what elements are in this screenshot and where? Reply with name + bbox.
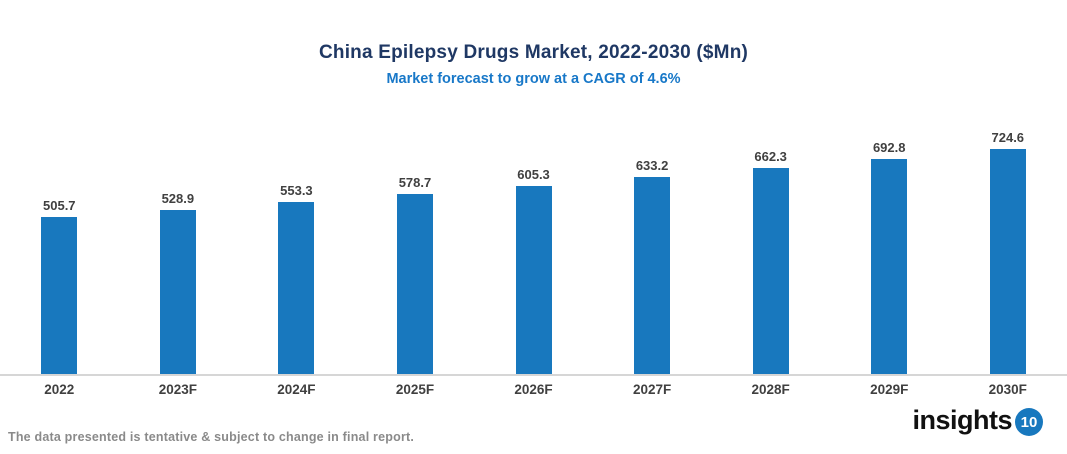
x-axis-label: 2022 — [44, 382, 75, 397]
x-axis-labels-row: 2022 2023F 2024F 2025F 2026F 2027F 2028F 2029F 2… — [0, 376, 1067, 397]
bar-value-label: 724.6 — [991, 130, 1025, 145]
bar-group: 605.3 — [474, 167, 593, 374]
chart-subtitle: Market forecast to grow at a CAGR of 4.6… — [386, 71, 681, 87]
x-axis-label: 2027F — [632, 382, 672, 397]
bar — [752, 168, 789, 374]
bar — [634, 177, 671, 374]
bar-group: 528.9 — [119, 191, 238, 374]
bar-group: 633.2 — [593, 158, 712, 374]
x-axis-label: 2024F — [277, 382, 316, 397]
bar — [989, 149, 1026, 374]
logo-text: insights — [912, 404, 1012, 435]
x-axis-label: 2029F — [870, 382, 909, 397]
bar — [41, 217, 78, 374]
bar-group: 505.7 — [0, 198, 119, 374]
bar-value-label: 662.3 — [754, 149, 787, 164]
bar-group: 553.3 — [237, 183, 356, 374]
disclaimer-text: The data presented is tentative & subjec… — [8, 430, 415, 444]
bar-group: 724.6 — [949, 130, 1067, 374]
bars-row: 505.7 528.9 553.3 578.7 605.3 633.2 662.3 692.8… — [0, 127, 1067, 374]
bar — [278, 202, 315, 374]
bar-group: 578.7 — [356, 175, 475, 374]
bar — [396, 194, 433, 374]
bar-value-label: 578.7 — [398, 175, 432, 190]
bar-group: 692.8 — [830, 140, 949, 374]
bar — [871, 159, 908, 374]
bar-value-label: 528.9 — [161, 191, 195, 206]
x-axis-label: 2023F — [158, 382, 197, 397]
logo-badge-10: 10 — [1015, 408, 1043, 436]
chart-title: China Epilepsy Drugs Market, 2022-2030 (… — [318, 42, 749, 63]
x-axis-label: 2026F — [514, 382, 553, 397]
bar-value-label: 553.3 — [280, 183, 313, 198]
bar-group: 662.3 — [711, 149, 830, 374]
x-axis-line — [0, 374, 1067, 376]
bar — [515, 186, 552, 374]
bar-chart: 505.7 528.9 553.3 578.7 605.3 633.2 662.3 692.8… — [0, 127, 1067, 397]
bar-value-label: 605.3 — [517, 167, 550, 182]
chart-header: China Epilepsy Drugs Market, 2022-2030 (… — [0, 0, 1067, 88]
bar-value-label: 633.2 — [635, 158, 669, 173]
insights10-logo: insights 10 — [912, 404, 1043, 436]
bar — [159, 210, 196, 374]
x-axis-label: 2030F — [988, 382, 1027, 397]
bar-value-label: 505.7 — [43, 198, 76, 213]
x-axis-label: 2025F — [395, 382, 435, 397]
bar-value-label: 692.8 — [872, 140, 906, 155]
x-axis-label: 2028F — [751, 382, 790, 397]
